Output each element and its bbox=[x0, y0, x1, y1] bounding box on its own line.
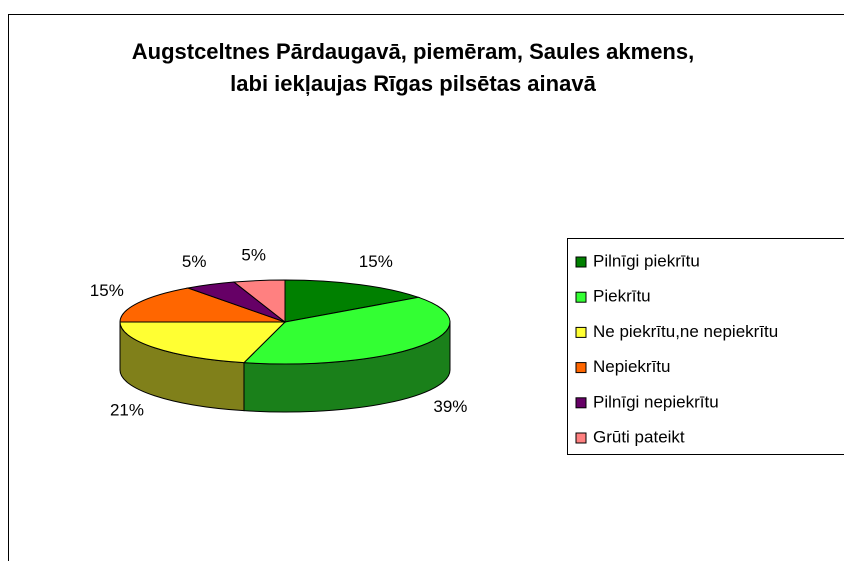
chart-title: Augstceltnes Pārdaugavā, piemēram, Saule… bbox=[131, 39, 695, 96]
pie-slice bbox=[232, 279, 286, 324]
legend-label: Grūti pateikt bbox=[593, 427, 685, 446]
pie-slice bbox=[119, 321, 287, 364]
legend-box bbox=[567, 238, 844, 455]
legend-label: Nepiekrītu bbox=[593, 357, 670, 376]
data-label: 5% bbox=[241, 245, 266, 264]
legend-swatch bbox=[575, 291, 587, 303]
legend-label: Piekrītu bbox=[593, 287, 651, 306]
pie-slice bbox=[119, 287, 286, 323]
data-label: 15% bbox=[359, 252, 393, 271]
pie-slice bbox=[242, 296, 451, 365]
legend-label: Ne piekrītu,ne nepiekrītu bbox=[593, 322, 778, 341]
legend-swatch bbox=[575, 397, 587, 409]
legend-label: Pilnīgi piekrītu bbox=[593, 251, 700, 270]
data-label: 21% bbox=[110, 401, 144, 420]
legend-swatch bbox=[575, 256, 587, 268]
legend-swatch bbox=[575, 326, 587, 338]
legend-swatch bbox=[575, 362, 587, 374]
data-label: 39% bbox=[433, 397, 467, 416]
data-label: 15% bbox=[90, 281, 124, 300]
pie-slice bbox=[284, 279, 421, 323]
legend-swatch bbox=[575, 432, 587, 444]
legend-label: Pilnīgi nepiekrītu bbox=[593, 392, 719, 411]
data-label: 5% bbox=[182, 252, 207, 271]
frame bbox=[8, 14, 844, 561]
